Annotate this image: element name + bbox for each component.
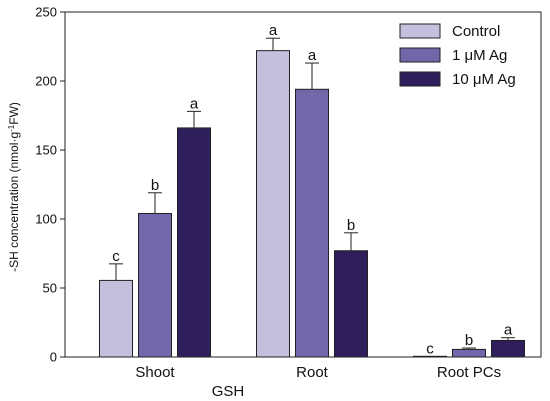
legend-swatch	[399, 47, 441, 63]
legend-swatch	[399, 23, 441, 39]
significance-letter: b	[465, 332, 473, 349]
y-axis: 0 50 100 150 200 250	[35, 5, 65, 365]
bar	[413, 355, 447, 358]
legend-label: Control	[452, 23, 500, 40]
y-tick-label: 200	[35, 74, 57, 89]
bar	[99, 279, 133, 358]
y-tick-label: 100	[35, 212, 57, 227]
bars-layer	[99, 50, 525, 358]
legend-label: 10 μM Ag	[452, 71, 516, 88]
bar	[295, 88, 329, 358]
significance-letter: a	[504, 322, 513, 339]
legend-swatch	[399, 71, 441, 87]
y-tick-label: 50	[43, 281, 57, 296]
x-category-label: Root	[296, 364, 329, 381]
y-tick-label: 150	[35, 143, 57, 158]
group-label: GSH	[212, 383, 245, 400]
bar	[334, 250, 368, 358]
legend: Control 1 μM Ag 10 μM Ag	[399, 23, 516, 88]
error-bars-layer	[109, 37, 515, 350]
x-axis: Shoot Root Root PCs	[135, 364, 501, 381]
bar	[256, 50, 290, 358]
significance-letter: a	[190, 95, 199, 112]
significance-letter: c	[426, 340, 434, 357]
legend-label: 1 μM Ag	[452, 47, 507, 64]
x-category-label: Root PCs	[437, 364, 501, 381]
significance-letter: a	[308, 47, 317, 64]
y-tick-label: 0	[50, 350, 57, 365]
significance-letter: c	[112, 248, 120, 265]
bar	[138, 212, 172, 358]
bar	[452, 348, 486, 358]
x-category-label: Shoot	[135, 364, 175, 381]
y-tick-label: 250	[35, 5, 57, 20]
bar	[177, 127, 211, 358]
significance-letter: b	[151, 177, 159, 194]
significance-letter: b	[347, 217, 355, 234]
significance-letters-layer: c b a a a b c b a	[112, 22, 513, 357]
y-axis-title: -SH concentration (nmol·g-1FW)	[7, 102, 22, 272]
significance-letter: a	[269, 22, 278, 39]
bar	[491, 339, 525, 358]
